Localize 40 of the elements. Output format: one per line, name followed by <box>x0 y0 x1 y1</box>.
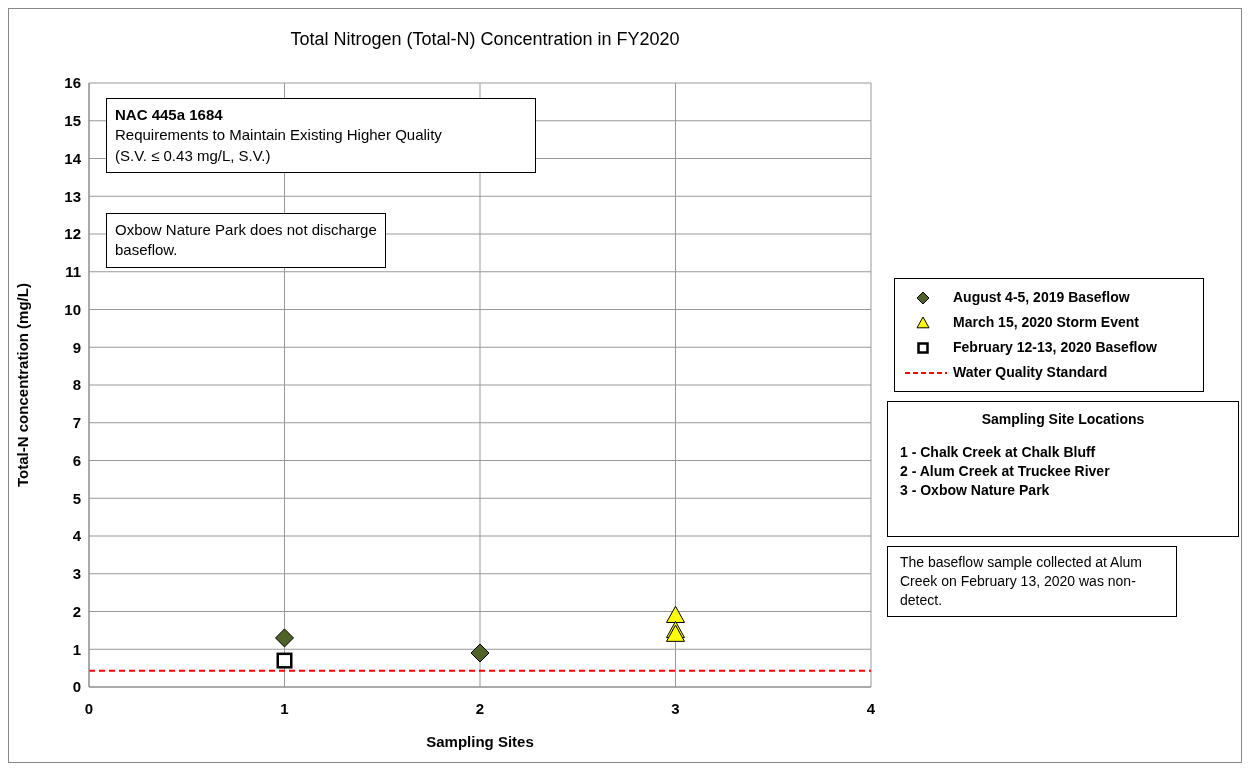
y-tick-label: 3 <box>72 565 81 583</box>
legend-label: August 4-5, 2019 Baseflow <box>953 288 1130 307</box>
legend-label: February 12-13, 2020 Baseflow <box>953 338 1157 357</box>
y-tick-label: 2 <box>72 602 81 620</box>
y-tick-label: 7 <box>72 414 81 432</box>
legend-label: March 15, 2020 Storm Event <box>953 313 1139 332</box>
y-tick-label: 13 <box>64 187 81 205</box>
text-box: Oxbow Nature Park does not discharge baseflow. <box>106 213 386 268</box>
y-tick-label: 16 <box>64 74 81 92</box>
text: 2 - Alum Creek at Truckee River <box>900 461 1111 481</box>
x-tick-label: 3 <box>671 699 680 717</box>
y-tick-label: 6 <box>72 451 81 469</box>
y-tick-label: 4 <box>72 527 82 545</box>
x-tick-label: 0 <box>84 699 94 717</box>
annotation: Requirements to Maintain Existing Higher Quality <box>115 125 443 146</box>
annotation: NAC 445a 1684 <box>115 105 224 125</box>
chart-title: Total Nitrogen (Total-N) Concentration in FY2020 <box>289 29 681 50</box>
y-tick-label: 0 <box>72 678 81 696</box>
y-tick-label: 14 <box>64 149 82 167</box>
y-axis-title: Total-N concentration (mg/L) <box>14 283 32 487</box>
x-axis-title: Sampling Sites <box>426 733 534 750</box>
y-tick-label: 9 <box>72 338 81 356</box>
annotation: Oxbow Nature Park does not discharge baseflow. <box>115 220 377 261</box>
y-tick-label: 5 <box>72 489 81 507</box>
x-tick-label: 1 <box>280 699 289 717</box>
annotation: (S.V. ≤ 0.43 mg/L, S.V.) <box>115 145 272 166</box>
legend-label: Water Quality Standard <box>953 363 1108 382</box>
y-tick-label: 8 <box>72 376 81 394</box>
y-tick-label: 15 <box>64 112 81 130</box>
x-tick-label: 4 <box>866 699 876 717</box>
y-tick-label: 11 <box>65 263 81 281</box>
text: 3 - Oxbow Nature Park <box>900 480 1051 500</box>
text: 1 - Chalk Creek at Chalk Bluff <box>900 442 1097 462</box>
x-tick-label: 2 <box>475 699 485 717</box>
text: The baseflow sample collected at Alum Creek on February 13, 2020 was non-detect. <box>900 553 1143 610</box>
y-tick-label: 1 <box>72 640 81 658</box>
text: Sampling Site Locations <box>980 410 1146 429</box>
y-tick-label: 10 <box>64 300 81 318</box>
text-box: NAC 445a 1684 Requirements to Maintain Existing Higher Quality (S.V. ≤ 0.43 mg/L, S.V.) <box>106 98 536 173</box>
y-tick-label: 12 <box>64 225 81 243</box>
